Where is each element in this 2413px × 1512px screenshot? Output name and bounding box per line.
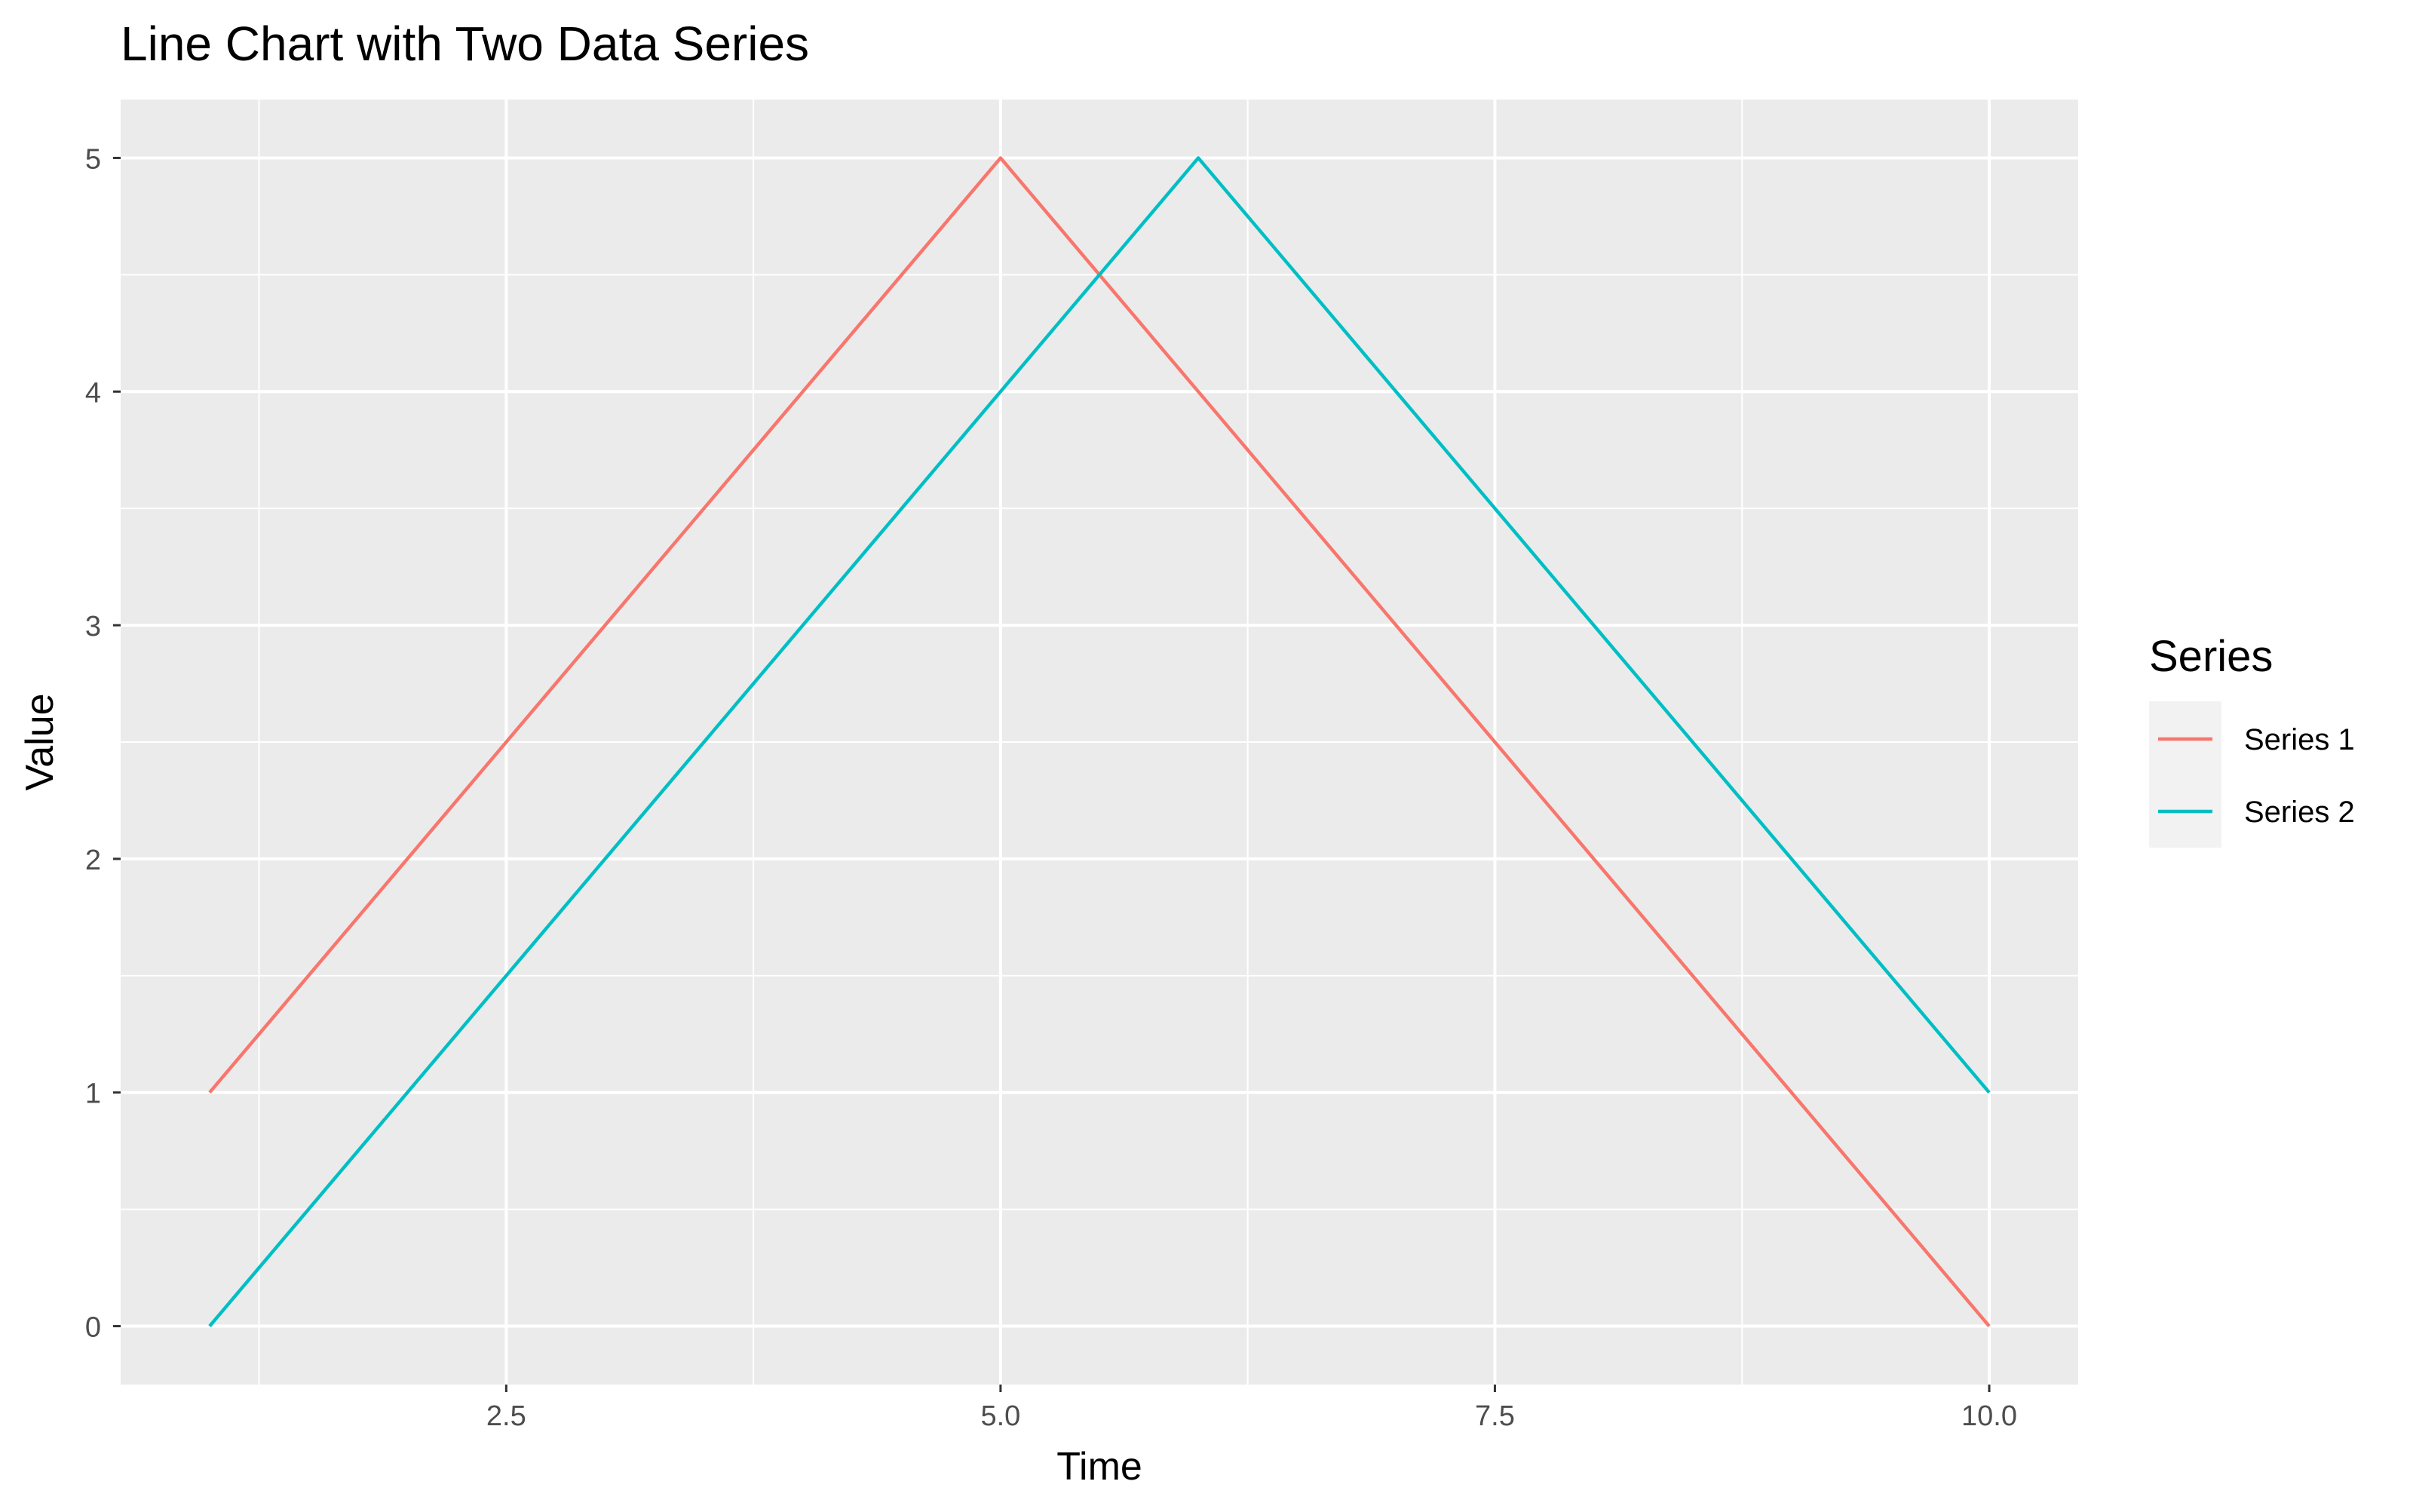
series-1-line [208,156,1991,1327]
x-axis: 2.5 5.0 7.5 10.0 [486,1385,2017,1432]
legend-keys-background [2149,701,2221,848]
chart-title: Line Chart with Two Data Series [121,17,809,71]
x-tick-label: 7.5 [1475,1400,1515,1432]
legend-title: Series [2149,632,2273,681]
x-tick-label: 2.5 [486,1400,526,1432]
legend: Series Series 1 Series 2 [2149,632,2355,848]
y-tick-label: 0 [85,1312,101,1344]
y-tick-label: 1 [85,1078,101,1110]
y-tick-label: 2 [85,845,101,876]
x-axis-label: Time [1056,1445,1142,1489]
y-tick-label: 4 [85,377,101,409]
legend-label-series-2: Series 2 [2244,796,2355,829]
x-tick-label: 10.0 [1961,1400,2017,1432]
x-tick-label: 5.0 [980,1400,1020,1432]
legend-items: Series 1 Series 2 [2158,723,2355,829]
y-tick-label: 3 [85,611,101,643]
y-tick-label: 5 [85,143,101,175]
series-2-line [208,156,1991,1327]
minor-grid [121,100,2078,1385]
y-axis-label: Value [18,693,62,790]
legend-label-series-1: Series 1 [2244,723,2355,756]
y-axis: 0 1 2 3 4 5 [85,143,121,1344]
series-layer [208,156,1991,1327]
